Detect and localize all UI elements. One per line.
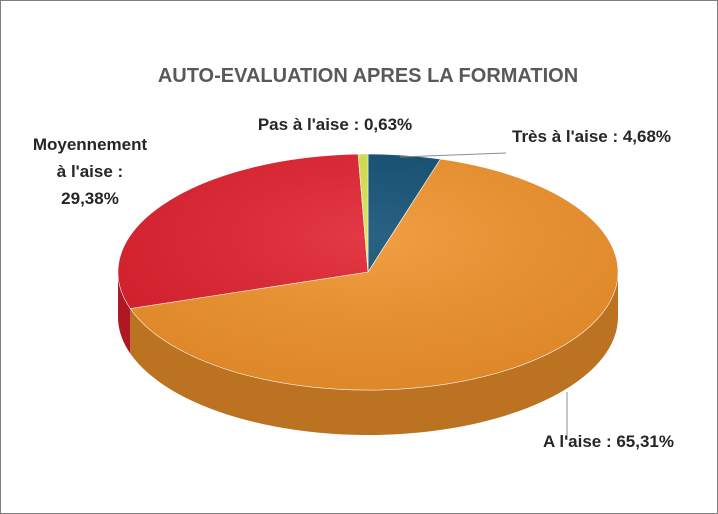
leader-line xyxy=(399,152,507,158)
data-label: Pas à l'aise : 0,63% xyxy=(258,115,412,134)
chart-title: AUTO-EVALUATION APRES LA FORMATION xyxy=(158,65,578,87)
data-label: Très à l'aise : 4,68% xyxy=(512,127,671,146)
data-label: Moyennement à l'aise :29,38% xyxy=(33,135,148,208)
data-label: A l'aise : 65,31% xyxy=(543,432,674,451)
slice-side xyxy=(130,272,618,436)
